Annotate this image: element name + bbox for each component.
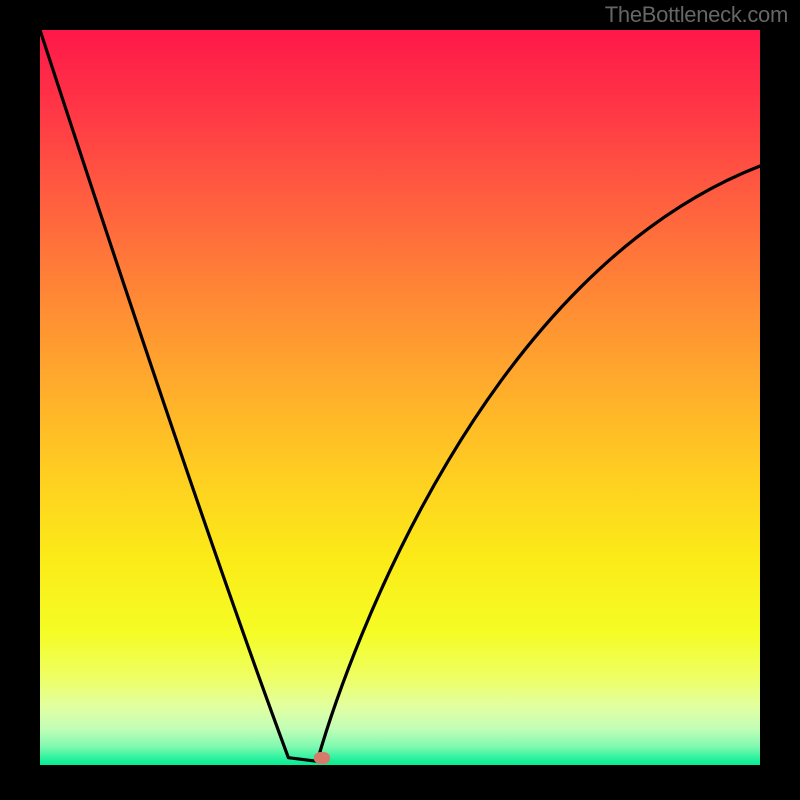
bottleneck-curve xyxy=(40,30,760,765)
watermark-text: TheBottleneck.com xyxy=(605,2,788,28)
chart-plot-area xyxy=(40,30,760,765)
optimum-marker xyxy=(314,752,330,764)
